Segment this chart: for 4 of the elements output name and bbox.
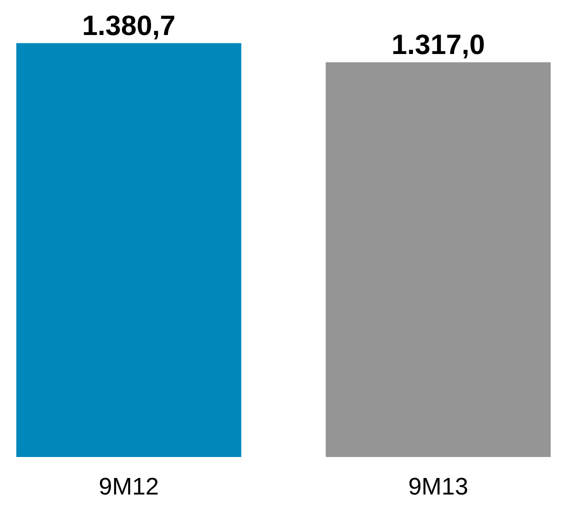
x-tick-label: 9M12 <box>98 474 159 500</box>
data-label: 1.380,7 <box>82 10 176 42</box>
x-tick-label: 9M13 <box>408 474 468 500</box>
data-label: 1.317,0 <box>392 29 485 60</box>
